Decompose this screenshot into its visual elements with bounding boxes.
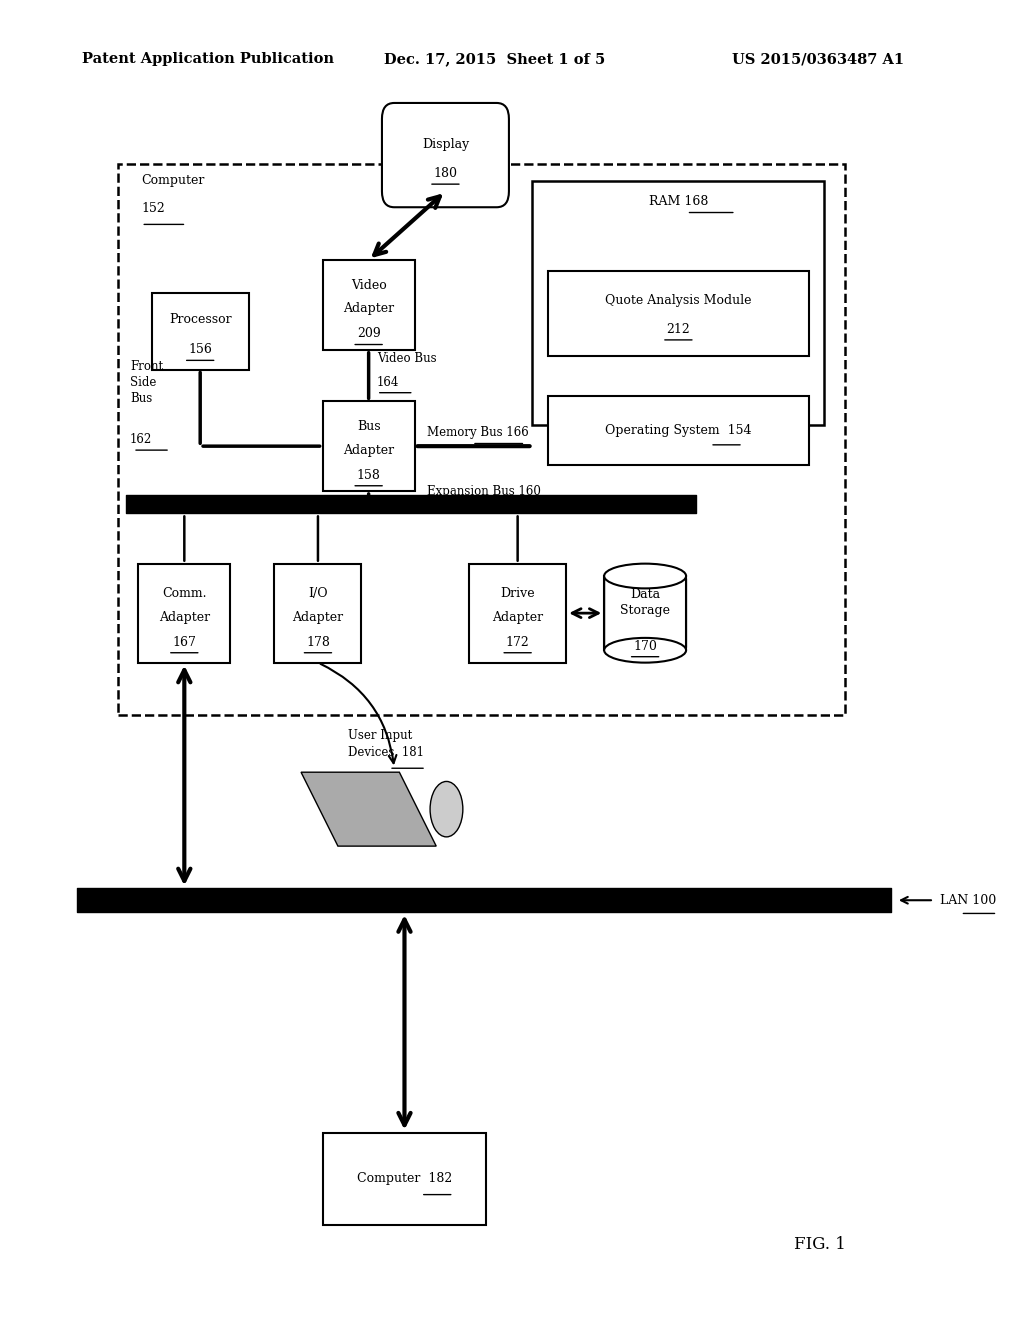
FancyBboxPatch shape bbox=[274, 564, 361, 663]
Text: Devices  181: Devices 181 bbox=[348, 746, 424, 759]
Polygon shape bbox=[301, 772, 436, 846]
Text: Processor: Processor bbox=[169, 313, 231, 326]
Text: 167: 167 bbox=[172, 636, 197, 648]
FancyBboxPatch shape bbox=[323, 1133, 486, 1225]
FancyBboxPatch shape bbox=[548, 271, 809, 356]
Text: 164: 164 bbox=[377, 376, 399, 388]
FancyBboxPatch shape bbox=[323, 401, 415, 491]
Text: RAM 168: RAM 168 bbox=[649, 195, 708, 209]
Text: FIG. 1: FIG. 1 bbox=[794, 1237, 846, 1253]
Text: 152: 152 bbox=[141, 202, 165, 215]
FancyBboxPatch shape bbox=[152, 293, 249, 370]
Text: 172: 172 bbox=[506, 636, 529, 648]
Ellipse shape bbox=[604, 564, 686, 589]
Text: Data
Storage: Data Storage bbox=[621, 589, 670, 616]
Text: Adapter: Adapter bbox=[343, 444, 394, 457]
FancyBboxPatch shape bbox=[323, 260, 415, 350]
Text: Operating System  154: Operating System 154 bbox=[605, 424, 752, 437]
Text: 162: 162 bbox=[130, 433, 153, 446]
Text: 178: 178 bbox=[306, 636, 330, 648]
Text: Video: Video bbox=[351, 279, 386, 292]
Text: Dec. 17, 2015  Sheet 1 of 5: Dec. 17, 2015 Sheet 1 of 5 bbox=[384, 53, 605, 66]
Text: 170: 170 bbox=[633, 640, 657, 652]
FancyBboxPatch shape bbox=[469, 564, 566, 663]
Text: Memory Bus 166: Memory Bus 166 bbox=[427, 426, 528, 440]
FancyBboxPatch shape bbox=[382, 103, 509, 207]
Text: 156: 156 bbox=[188, 343, 212, 356]
Ellipse shape bbox=[430, 781, 463, 837]
Text: Expansion Bus 160: Expansion Bus 160 bbox=[427, 484, 541, 498]
Text: Adapter: Adapter bbox=[293, 611, 343, 623]
Text: 209: 209 bbox=[356, 327, 381, 341]
Text: 158: 158 bbox=[356, 469, 381, 482]
Text: Quote Analysis Module: Quote Analysis Module bbox=[605, 294, 752, 306]
Bar bbox=[604, 576, 686, 651]
Text: LAN 100: LAN 100 bbox=[940, 894, 996, 907]
FancyBboxPatch shape bbox=[532, 181, 824, 425]
FancyBboxPatch shape bbox=[118, 164, 845, 715]
Text: Video Bus: Video Bus bbox=[377, 352, 436, 364]
FancyBboxPatch shape bbox=[548, 396, 809, 465]
Text: I/O: I/O bbox=[308, 587, 328, 599]
Text: Drive: Drive bbox=[501, 587, 535, 599]
Text: US 2015/0363487 A1: US 2015/0363487 A1 bbox=[732, 53, 904, 66]
Text: Bus: Bus bbox=[356, 420, 381, 433]
Text: Computer: Computer bbox=[141, 174, 205, 187]
Text: Adapter: Adapter bbox=[493, 611, 543, 623]
Text: User Input: User Input bbox=[348, 729, 413, 742]
Text: Front
Side
Bus: Front Side Bus bbox=[130, 360, 163, 405]
Text: 212: 212 bbox=[667, 323, 690, 335]
Ellipse shape bbox=[604, 638, 686, 663]
FancyArrowPatch shape bbox=[321, 664, 396, 763]
Text: Computer  182: Computer 182 bbox=[356, 1172, 453, 1185]
Text: Adapter: Adapter bbox=[343, 302, 394, 315]
Text: Patent Application Publication: Patent Application Publication bbox=[82, 53, 334, 66]
Text: 180: 180 bbox=[433, 168, 458, 180]
Text: Comm.: Comm. bbox=[162, 587, 207, 599]
Text: Display: Display bbox=[422, 139, 469, 150]
Text: Adapter: Adapter bbox=[159, 611, 210, 623]
FancyBboxPatch shape bbox=[138, 564, 230, 663]
